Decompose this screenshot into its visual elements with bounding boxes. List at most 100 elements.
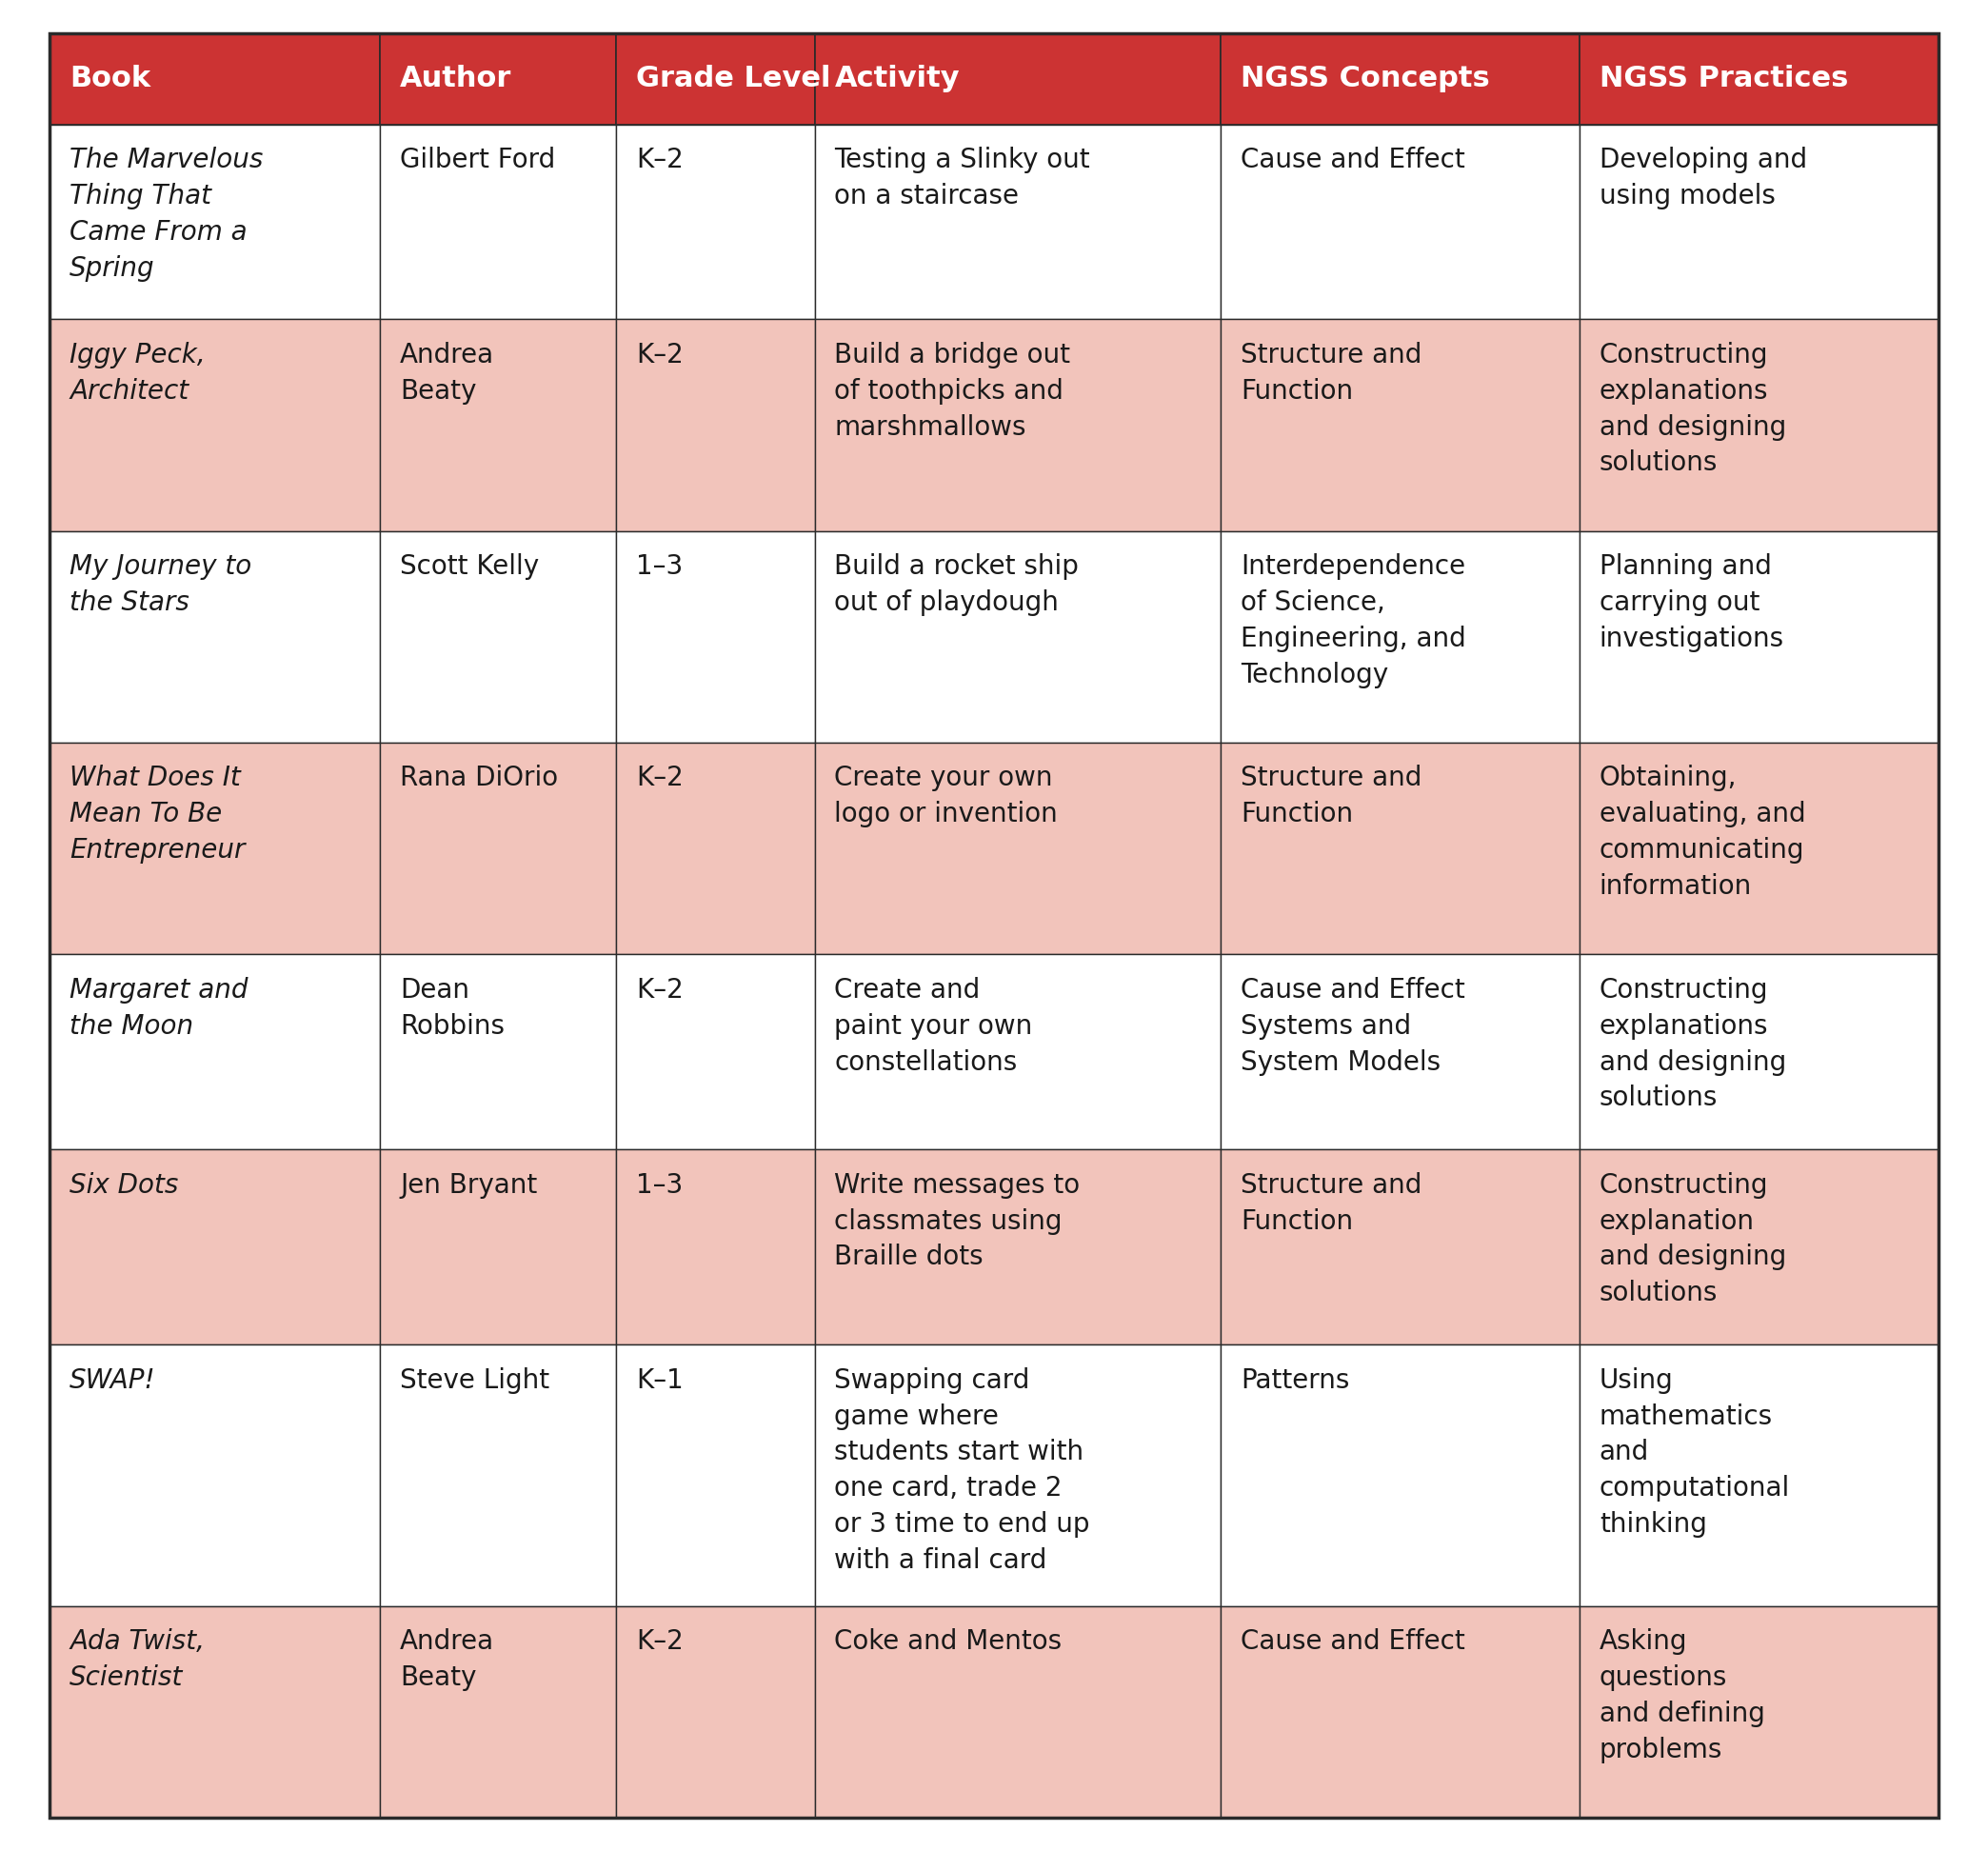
Text: Gilbert Ford: Gilbert Ford: [400, 146, 555, 174]
Bar: [616, 1344, 815, 1607]
Bar: [1221, 742, 1578, 955]
Text: Grade Level: Grade Level: [636, 65, 831, 93]
Text: Write messages to
classmates using
Braille dots: Write messages to classmates using Brail…: [835, 1172, 1079, 1270]
Bar: [380, 1344, 616, 1607]
Bar: [50, 1149, 380, 1344]
Bar: [50, 1344, 380, 1607]
Text: K–2: K–2: [636, 342, 684, 368]
Bar: [616, 33, 815, 124]
Bar: [1221, 33, 1578, 124]
Text: Steve Light: Steve Light: [400, 1366, 551, 1394]
Text: Build a bridge out
of toothpicks and
marshmallows: Build a bridge out of toothpicks and mar…: [835, 342, 1072, 441]
Bar: [1578, 320, 1938, 531]
Bar: [1221, 320, 1578, 531]
Bar: [1221, 1149, 1578, 1344]
Bar: [50, 1607, 380, 1818]
Bar: [380, 1149, 616, 1344]
Text: Ada Twist,
Scientist: Ada Twist, Scientist: [70, 1629, 205, 1692]
Text: Margaret and
the Moon: Margaret and the Moon: [70, 977, 248, 1040]
Bar: [380, 531, 616, 742]
Bar: [815, 320, 1221, 531]
Bar: [50, 320, 380, 531]
Bar: [50, 531, 380, 742]
Bar: [50, 742, 380, 955]
Text: Cause and Effect: Cause and Effect: [1241, 1629, 1465, 1655]
Text: Constructing
explanation
and designing
solutions: Constructing explanation and designing s…: [1598, 1172, 1785, 1307]
Bar: [616, 1607, 815, 1818]
Bar: [50, 955, 380, 1149]
Bar: [380, 1607, 616, 1818]
Text: Six Dots: Six Dots: [70, 1172, 179, 1198]
Text: Andrea
Beaty: Andrea Beaty: [400, 1629, 495, 1692]
Text: Asking
questions
and defining
problems: Asking questions and defining problems: [1598, 1629, 1765, 1764]
Bar: [616, 742, 815, 955]
Bar: [380, 124, 616, 320]
Text: Planning and
carrying out
investigations: Planning and carrying out investigations: [1598, 553, 1783, 652]
Text: Scott Kelly: Scott Kelly: [400, 553, 539, 579]
Text: Constructing
explanations
and designing
solutions: Constructing explanations and designing …: [1598, 977, 1785, 1112]
Bar: [380, 33, 616, 124]
Text: Andrea
Beaty: Andrea Beaty: [400, 342, 495, 404]
Bar: [616, 1149, 815, 1344]
Text: 1–3: 1–3: [636, 553, 684, 579]
Bar: [1578, 33, 1938, 124]
Text: Structure and
Function: Structure and Function: [1241, 1172, 1421, 1235]
Text: K–2: K–2: [636, 1629, 684, 1655]
Text: Iggy Peck,
Architect: Iggy Peck, Architect: [70, 342, 205, 404]
Text: Jen Bryant: Jen Bryant: [400, 1172, 537, 1198]
Text: My Journey to
the Stars: My Journey to the Stars: [70, 553, 252, 616]
Text: Structure and
Function: Structure and Function: [1241, 764, 1421, 827]
Text: Constructing
explanations
and designing
solutions: Constructing explanations and designing …: [1598, 342, 1785, 476]
Text: What Does It
Mean To Be
Entrepreneur: What Does It Mean To Be Entrepreneur: [70, 764, 245, 864]
Bar: [1578, 1344, 1938, 1607]
Bar: [50, 33, 380, 124]
Bar: [1578, 1607, 1938, 1818]
Text: Create and
paint your own
constellations: Create and paint your own constellations: [835, 977, 1032, 1075]
Bar: [1578, 531, 1938, 742]
Bar: [815, 1607, 1221, 1818]
Bar: [616, 320, 815, 531]
Bar: [1221, 1344, 1578, 1607]
Text: K–1: K–1: [636, 1366, 684, 1394]
Text: Dean
Robbins: Dean Robbins: [400, 977, 505, 1040]
Bar: [380, 955, 616, 1149]
Bar: [1221, 955, 1578, 1149]
Text: Developing and
using models: Developing and using models: [1598, 146, 1807, 209]
Bar: [815, 955, 1221, 1149]
Bar: [815, 33, 1221, 124]
Text: Using
mathematics
and
computational
thinking: Using mathematics and computational thin…: [1598, 1366, 1789, 1538]
Bar: [1578, 742, 1938, 955]
Text: Obtaining,
evaluating, and
communicating
information: Obtaining, evaluating, and communicating…: [1598, 764, 1805, 900]
Bar: [1221, 531, 1578, 742]
Text: Patterns: Patterns: [1241, 1366, 1350, 1394]
Text: Structure and
Function: Structure and Function: [1241, 342, 1421, 404]
Bar: [815, 124, 1221, 320]
Text: Build a rocket ship
out of playdough: Build a rocket ship out of playdough: [835, 553, 1079, 616]
Text: The Marvelous
Thing That
Came From a
Spring: The Marvelous Thing That Came From a Spr…: [70, 146, 262, 281]
Text: K–2: K–2: [636, 977, 684, 1003]
Bar: [380, 742, 616, 955]
Text: K–2: K–2: [636, 764, 684, 792]
Text: Interdependence
of Science,
Engineering, and
Technology: Interdependence of Science, Engineering,…: [1241, 553, 1465, 689]
Bar: [815, 742, 1221, 955]
Bar: [815, 531, 1221, 742]
Bar: [616, 124, 815, 320]
Bar: [1578, 124, 1938, 320]
Text: 1–3: 1–3: [636, 1172, 684, 1198]
Text: K–2: K–2: [636, 146, 684, 174]
Text: Create your own
logo or invention: Create your own logo or invention: [835, 764, 1058, 827]
Text: Swapping card
game where
students start with
one card, trade 2
or 3 time to end : Swapping card game where students start …: [835, 1366, 1089, 1573]
Text: Cause and Effect
Systems and
System Models: Cause and Effect Systems and System Mode…: [1241, 977, 1465, 1075]
Text: NGSS Practices: NGSS Practices: [1598, 65, 1849, 93]
Text: Coke and Mentos: Coke and Mentos: [835, 1629, 1062, 1655]
Text: Activity: Activity: [835, 65, 960, 93]
Bar: [1578, 1149, 1938, 1344]
Text: Rana DiOrio: Rana DiOrio: [400, 764, 559, 792]
Text: NGSS Concepts: NGSS Concepts: [1241, 65, 1489, 93]
Bar: [1221, 124, 1578, 320]
Bar: [50, 124, 380, 320]
Text: Author: Author: [400, 65, 511, 93]
Bar: [616, 955, 815, 1149]
Text: Cause and Effect: Cause and Effect: [1241, 146, 1465, 174]
Text: Testing a Slinky out
on a staircase: Testing a Slinky out on a staircase: [835, 146, 1089, 209]
